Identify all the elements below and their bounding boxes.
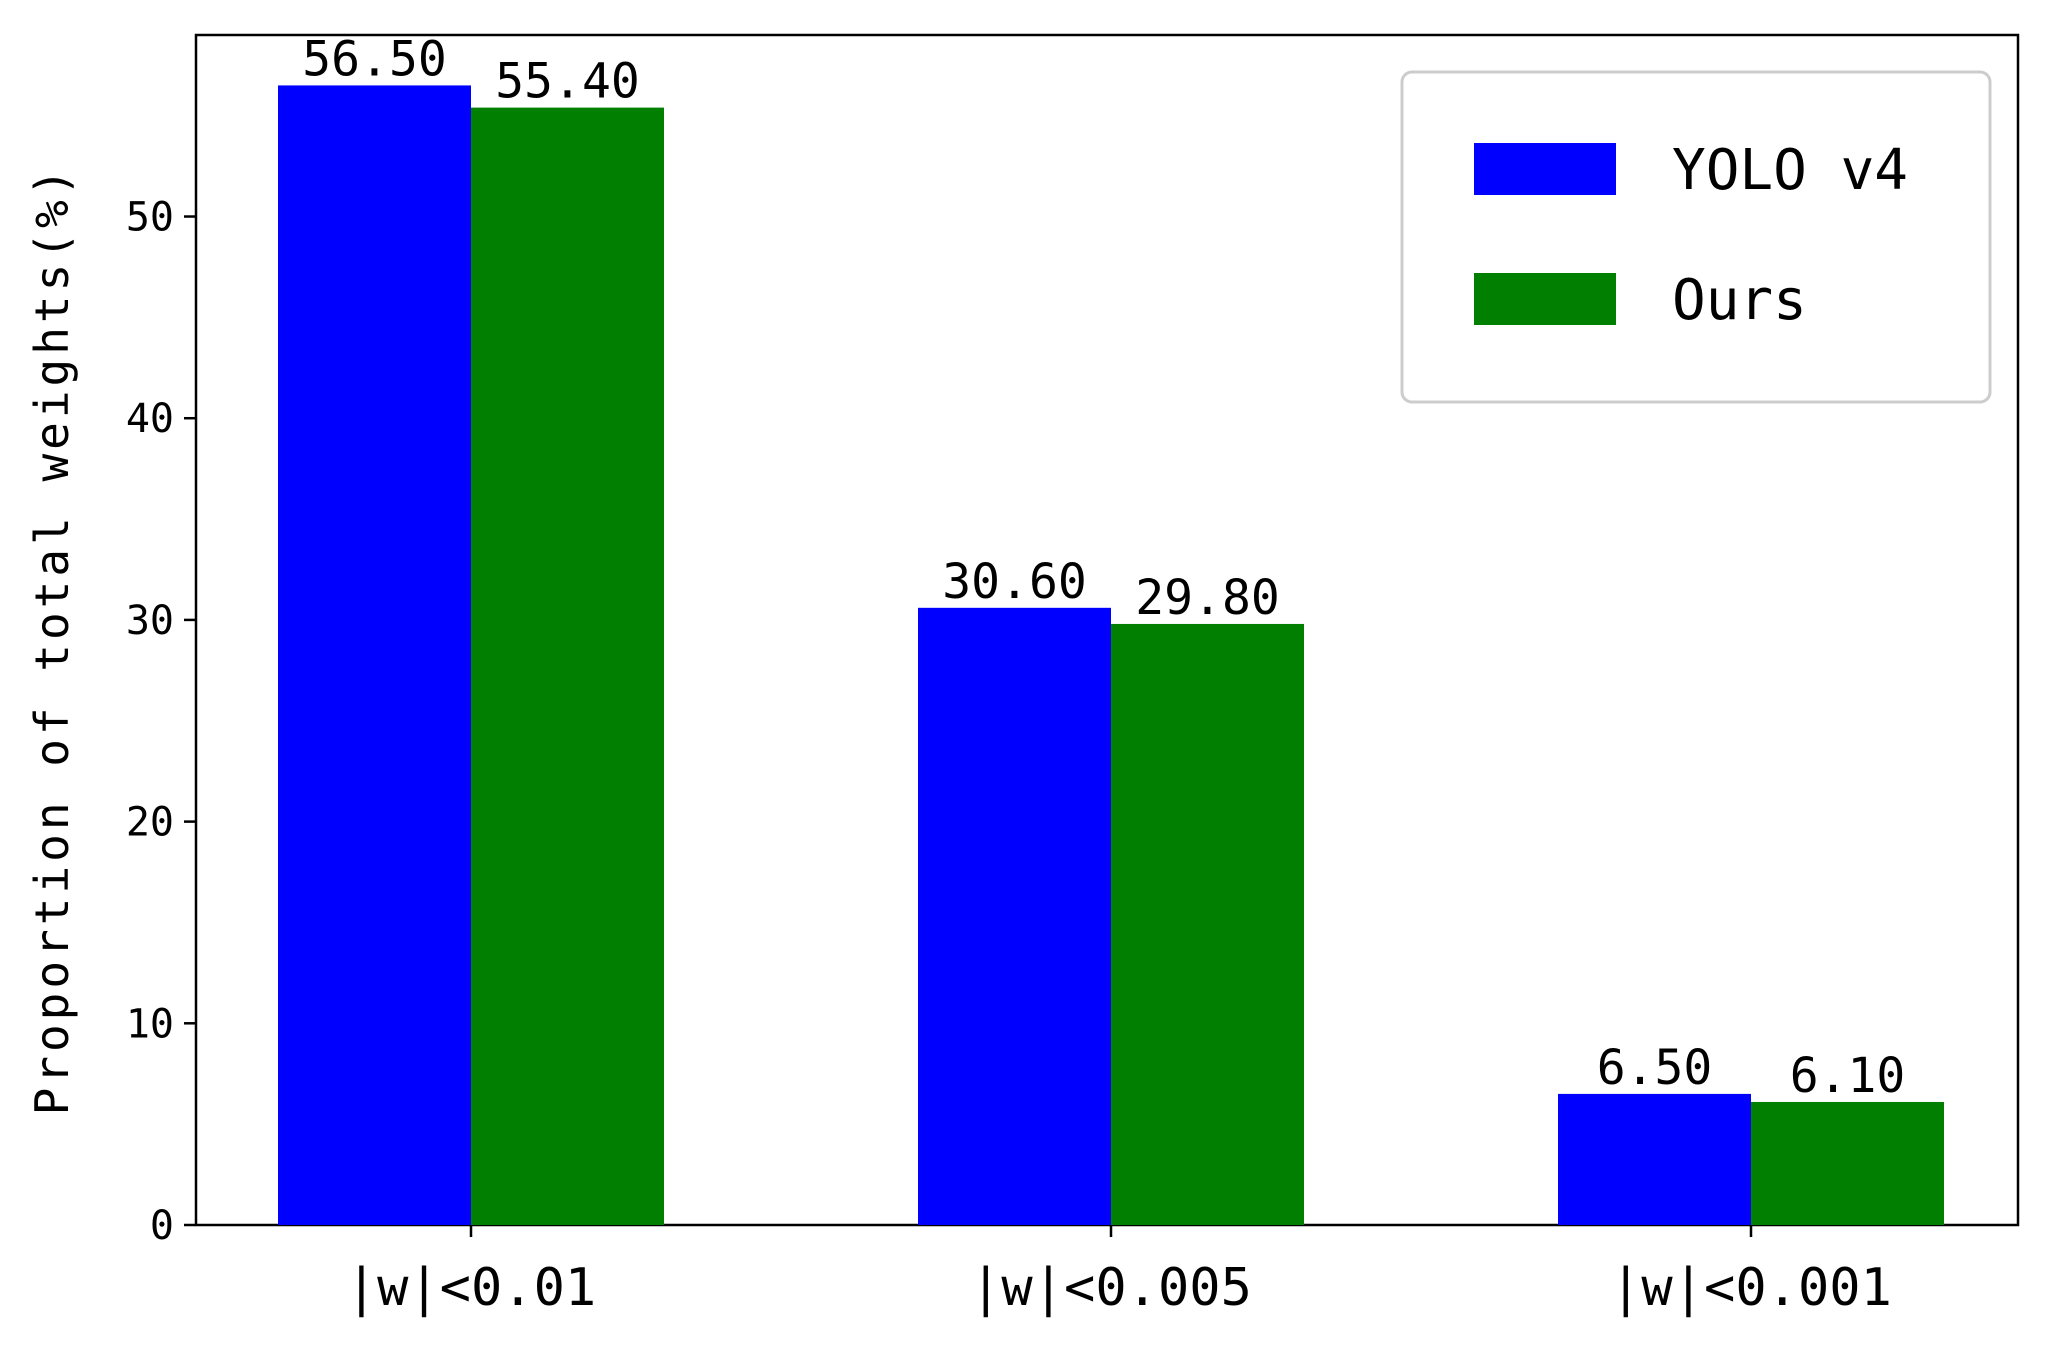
bar bbox=[471, 107, 664, 1226]
legend-label: Ours bbox=[1672, 268, 1807, 333]
y-tick-label: 10 bbox=[126, 1001, 174, 1047]
y-tick-label: 50 bbox=[126, 195, 174, 241]
legend-swatch bbox=[1474, 273, 1616, 325]
legend-label: YOLO v4 bbox=[1672, 138, 1908, 203]
x-tick-label: |w|<0.005 bbox=[970, 1258, 1252, 1318]
bar bbox=[918, 607, 1111, 1225]
data-label: 6.10 bbox=[1790, 1048, 1906, 1104]
bar bbox=[1111, 623, 1304, 1225]
legend-swatch bbox=[1474, 143, 1616, 195]
bars-group bbox=[278, 85, 1944, 1226]
y-tick-label: 0 bbox=[150, 1203, 174, 1249]
y-axis: 0 10 20 30 40 50 bbox=[126, 195, 196, 1249]
data-label: 56.50 bbox=[302, 31, 447, 87]
data-labels-group: 56.50 55.40 30.60 29.80 6.50 6.10 bbox=[302, 31, 1905, 1104]
y-tick-label: 20 bbox=[126, 800, 174, 846]
bar bbox=[1558, 1093, 1751, 1225]
x-tick-label: |w|<0.01 bbox=[346, 1258, 596, 1318]
data-label: 30.60 bbox=[942, 554, 1087, 610]
data-label: 29.80 bbox=[1135, 570, 1280, 626]
y-tick-label: 30 bbox=[126, 598, 174, 644]
legend-box bbox=[1400, 70, 1992, 404]
data-label: 6.50 bbox=[1597, 1040, 1713, 1096]
y-axis-title: Proportion of total weights(%) bbox=[25, 165, 79, 1116]
bar bbox=[278, 85, 471, 1226]
y-tick-label: 40 bbox=[126, 396, 174, 442]
bar bbox=[1751, 1101, 1944, 1225]
data-label: 55.40 bbox=[495, 54, 640, 110]
legend: YOLO v4 Ours bbox=[1400, 70, 1992, 404]
x-tick-label: |w|<0.001 bbox=[1610, 1258, 1892, 1318]
x-axis: |w|<0.01 |w|<0.005 |w|<0.001 bbox=[346, 1225, 1892, 1318]
